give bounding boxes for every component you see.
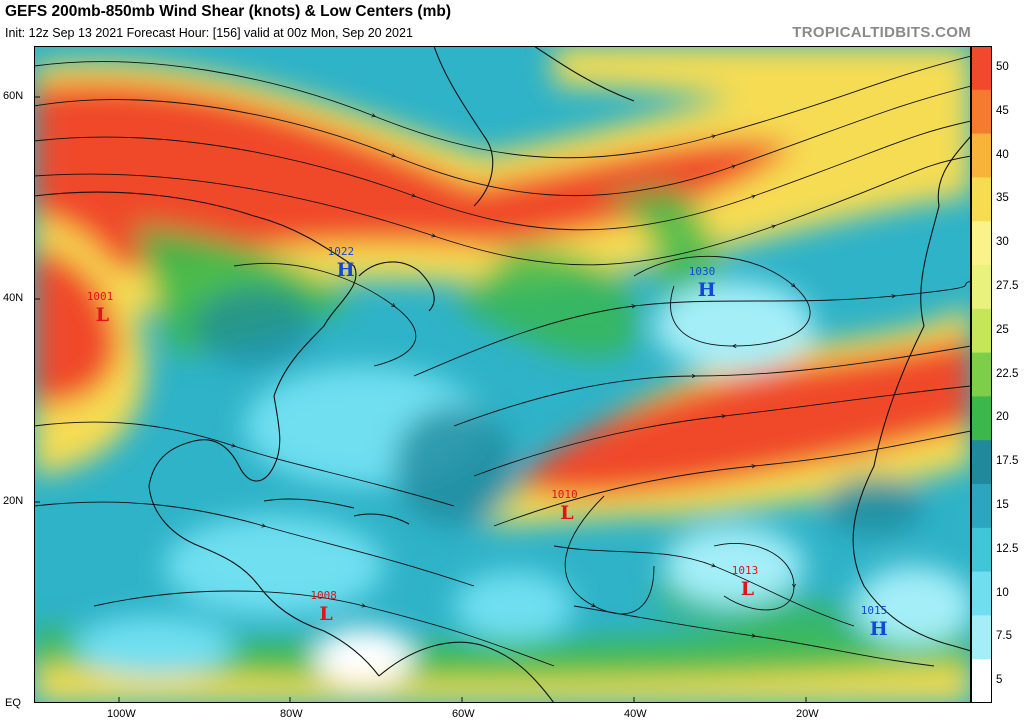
low-pressure-marker: L xyxy=(319,602,333,625)
lat-label-eq: EQ xyxy=(5,697,21,709)
colorbar-tick-label: 40 xyxy=(996,148,1009,161)
colorbar-block xyxy=(971,221,992,266)
pressure-center-value: 1001 xyxy=(86,290,114,304)
colorbar-tick-label: 22.5 xyxy=(996,367,1019,380)
high-pressure-marker: H xyxy=(697,278,716,301)
colorbar-block xyxy=(971,46,992,91)
colorbar-tick-label: 30 xyxy=(996,236,1009,249)
colorbar-tick-label: 17.5 xyxy=(996,455,1019,468)
high-pressure-marker: H xyxy=(869,618,888,641)
colorbar-tick-label: 50 xyxy=(996,60,1009,73)
pressure-center-value: 1030 xyxy=(688,264,716,278)
colorbar-block xyxy=(971,396,992,441)
colorbar-block xyxy=(971,89,992,135)
map-subtitle: Init: 12z Sep 13 2021 Forecast Hour: [15… xyxy=(5,26,413,40)
colorbar-block xyxy=(971,133,992,178)
lon-label-20w: 20W xyxy=(796,708,819,720)
pressure-center-value: 1010 xyxy=(551,487,578,501)
streamlines xyxy=(34,55,971,667)
colorbar-block xyxy=(971,659,992,703)
low-pressure-marker: L xyxy=(740,577,755,600)
lat-label-60n: 60N xyxy=(3,90,24,102)
pressure-center-value: 1015 xyxy=(860,604,888,618)
colorbar-block xyxy=(971,440,992,485)
colorbar-tick-label: 27.5 xyxy=(996,279,1019,292)
colorbar-block xyxy=(971,177,992,222)
shear-colorbar xyxy=(971,46,992,703)
colorbar-block xyxy=(971,527,992,573)
colorbar-tick-label: 7.5 xyxy=(996,630,1012,643)
lon-label-80w: 80W xyxy=(280,708,303,720)
colorbar-block xyxy=(971,571,992,616)
high-pressure-marker: H xyxy=(336,258,355,281)
lat-label-20n: 20N xyxy=(3,495,24,507)
colorbar-block xyxy=(971,484,992,529)
colorbar-tick-label: 25 xyxy=(996,323,1009,336)
colorbar-block xyxy=(971,308,992,354)
pressure-center-value: 1013 xyxy=(731,563,759,577)
lon-label-100w: 100W xyxy=(107,708,136,720)
colorbar-tick-label: 45 xyxy=(996,104,1009,117)
colorbar-tick-label: 15 xyxy=(996,498,1009,511)
colorbar-tick-label: 35 xyxy=(996,192,1009,205)
colorbar-block xyxy=(971,265,992,310)
colorbar-block xyxy=(971,615,992,660)
map-title: GEFS 200mb-850mb Wind Shear (knots) & Lo… xyxy=(5,3,451,20)
colorbar-tick-label: 12.5 xyxy=(996,542,1019,555)
colorbar-tick-label: 20 xyxy=(996,411,1009,424)
low-pressure-marker: L xyxy=(560,501,574,524)
wind-shear-map xyxy=(34,46,971,703)
lon-label-60w: 60W xyxy=(452,708,475,720)
credit-watermark: TROPICALTIDBITS.COM xyxy=(792,24,971,41)
colorbar-block xyxy=(971,352,992,397)
low-pressure-marker: L xyxy=(95,304,110,327)
pressure-center-value: 1022 xyxy=(327,244,355,258)
colorbar-tick-label: 10 xyxy=(996,586,1009,599)
pressure-center-value: 1008 xyxy=(310,588,337,602)
lon-label-40w: 40W xyxy=(624,708,647,720)
coastlines xyxy=(34,46,971,703)
colorbar-tick-label: 5 xyxy=(996,674,1003,687)
lat-label-40n: 40N xyxy=(3,292,24,304)
